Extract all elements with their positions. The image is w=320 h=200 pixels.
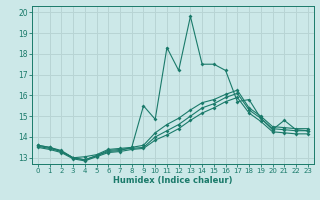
X-axis label: Humidex (Indice chaleur): Humidex (Indice chaleur): [113, 176, 233, 185]
